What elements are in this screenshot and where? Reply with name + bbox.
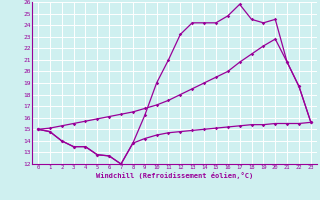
X-axis label: Windchill (Refroidissement éolien,°C): Windchill (Refroidissement éolien,°C)	[96, 172, 253, 179]
